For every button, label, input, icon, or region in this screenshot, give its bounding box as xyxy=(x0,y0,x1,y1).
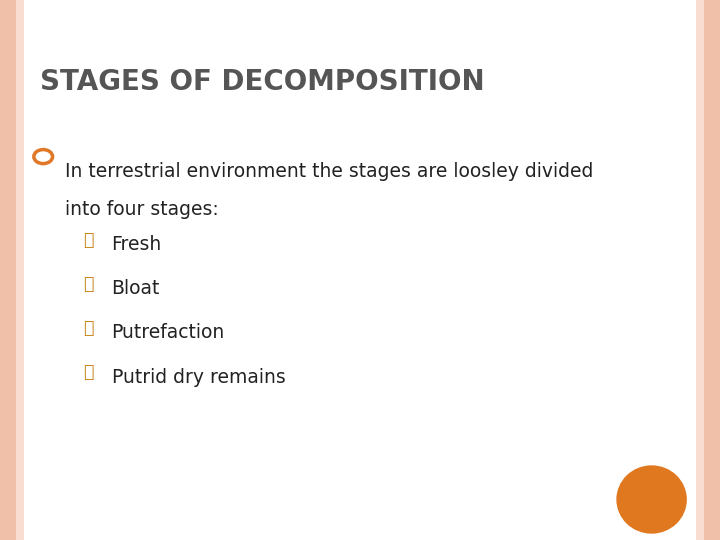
Text: into four stages:: into four stages: xyxy=(65,200,219,219)
Text: ௰: ௰ xyxy=(83,319,93,337)
Text: Putrid dry remains: Putrid dry remains xyxy=(112,368,285,387)
Text: Putrefaction: Putrefaction xyxy=(112,323,225,342)
Ellipse shape xyxy=(617,466,686,533)
Text: ௰: ௰ xyxy=(83,275,93,293)
Text: Bloat: Bloat xyxy=(112,279,160,298)
Text: Fresh: Fresh xyxy=(112,235,162,254)
Text: In terrestrial environment the stages are loosley divided: In terrestrial environment the stages ar… xyxy=(65,162,593,181)
Text: STAGES OF DECOMPOSITION: STAGES OF DECOMPOSITION xyxy=(40,68,485,96)
Text: ௰: ௰ xyxy=(83,231,93,248)
Text: ௰: ௰ xyxy=(83,363,93,381)
